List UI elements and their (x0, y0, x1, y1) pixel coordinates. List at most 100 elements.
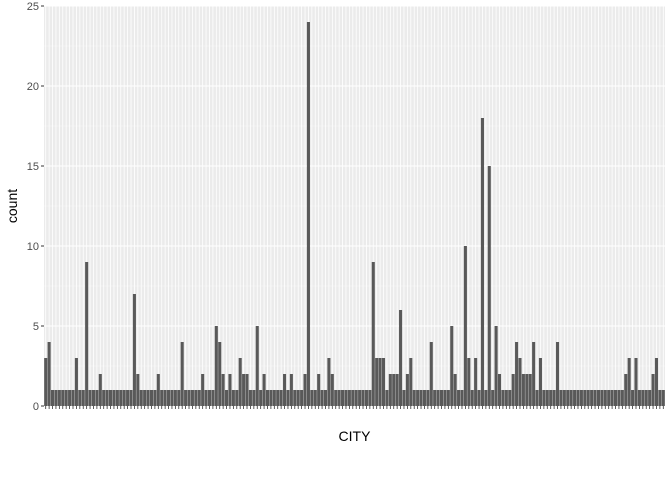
bar (358, 390, 362, 406)
bar (651, 374, 655, 406)
bar (504, 390, 508, 406)
bar (85, 262, 89, 406)
bar (296, 390, 300, 406)
bar (654, 358, 659, 406)
bar (617, 390, 621, 406)
bar (228, 374, 232, 406)
bar (95, 390, 99, 406)
bar (225, 390, 229, 406)
bar (450, 326, 454, 406)
bar (487, 166, 491, 406)
bar (549, 390, 553, 406)
bar (620, 390, 624, 406)
bar (98, 374, 102, 406)
bar (528, 374, 532, 406)
bar (187, 390, 191, 406)
bar (126, 390, 130, 406)
bar (593, 390, 597, 406)
bar (555, 342, 560, 406)
bar (467, 358, 471, 406)
bar (109, 390, 113, 406)
bar (569, 390, 573, 406)
bar (71, 390, 75, 406)
bar (542, 390, 546, 406)
bar (303, 374, 307, 406)
bar (351, 390, 355, 406)
bar (607, 390, 611, 406)
bar (470, 390, 474, 406)
bar (68, 390, 72, 406)
bar (378, 358, 382, 406)
bar (446, 390, 450, 406)
bar (658, 390, 662, 406)
y-axis: 0 5 10 15 20 25 (27, 1, 44, 413)
bar (283, 374, 287, 406)
bar (88, 390, 92, 406)
bar (631, 390, 635, 406)
bar (173, 390, 177, 406)
bar (375, 358, 379, 406)
bar (119, 390, 123, 406)
bar (160, 390, 164, 406)
bar (364, 390, 368, 406)
bar (422, 390, 426, 406)
bar (501, 390, 505, 406)
bar (153, 390, 157, 406)
bar (143, 390, 147, 406)
bar (497, 374, 502, 406)
bar (279, 390, 283, 406)
bar (204, 390, 208, 406)
bar (392, 374, 396, 406)
bar (242, 374, 246, 406)
y-tick-label: 20 (27, 81, 39, 93)
bar (337, 390, 341, 406)
bar (149, 390, 154, 406)
bar (600, 390, 604, 406)
bar (156, 374, 160, 406)
bar (610, 390, 614, 406)
bar (190, 390, 194, 406)
bar (426, 390, 430, 406)
bar (368, 390, 372, 406)
bar (453, 374, 457, 406)
bar (433, 390, 437, 406)
bar (64, 390, 68, 406)
bar (402, 390, 406, 406)
bar (146, 390, 150, 406)
bar (214, 326, 218, 406)
bar (429, 342, 433, 406)
y-tick-label: 25 (27, 1, 39, 13)
bar (269, 390, 273, 406)
bar (139, 390, 143, 406)
bar (317, 374, 321, 406)
bar (330, 374, 334, 406)
bar (416, 390, 420, 406)
bar (235, 390, 239, 406)
bar (245, 374, 249, 406)
bar (265, 390, 270, 406)
bar (559, 390, 563, 406)
bar (197, 390, 201, 406)
bar (289, 374, 293, 406)
bar (122, 390, 126, 406)
bar (457, 390, 461, 406)
y-axis-title: count (4, 189, 20, 223)
bar (491, 390, 495, 406)
bar (313, 390, 317, 406)
bar (399, 310, 403, 406)
x-axis (45, 406, 664, 409)
bar (167, 390, 171, 406)
bar (310, 390, 314, 406)
bar (634, 358, 638, 406)
bar (354, 390, 358, 406)
bar (218, 342, 222, 406)
bar (388, 374, 392, 406)
bar (579, 390, 583, 406)
bar (576, 390, 580, 406)
bar (361, 390, 365, 406)
bar (552, 390, 556, 406)
bar (538, 358, 542, 406)
bar (50, 390, 55, 406)
bar (648, 390, 652, 406)
bar (54, 390, 58, 406)
